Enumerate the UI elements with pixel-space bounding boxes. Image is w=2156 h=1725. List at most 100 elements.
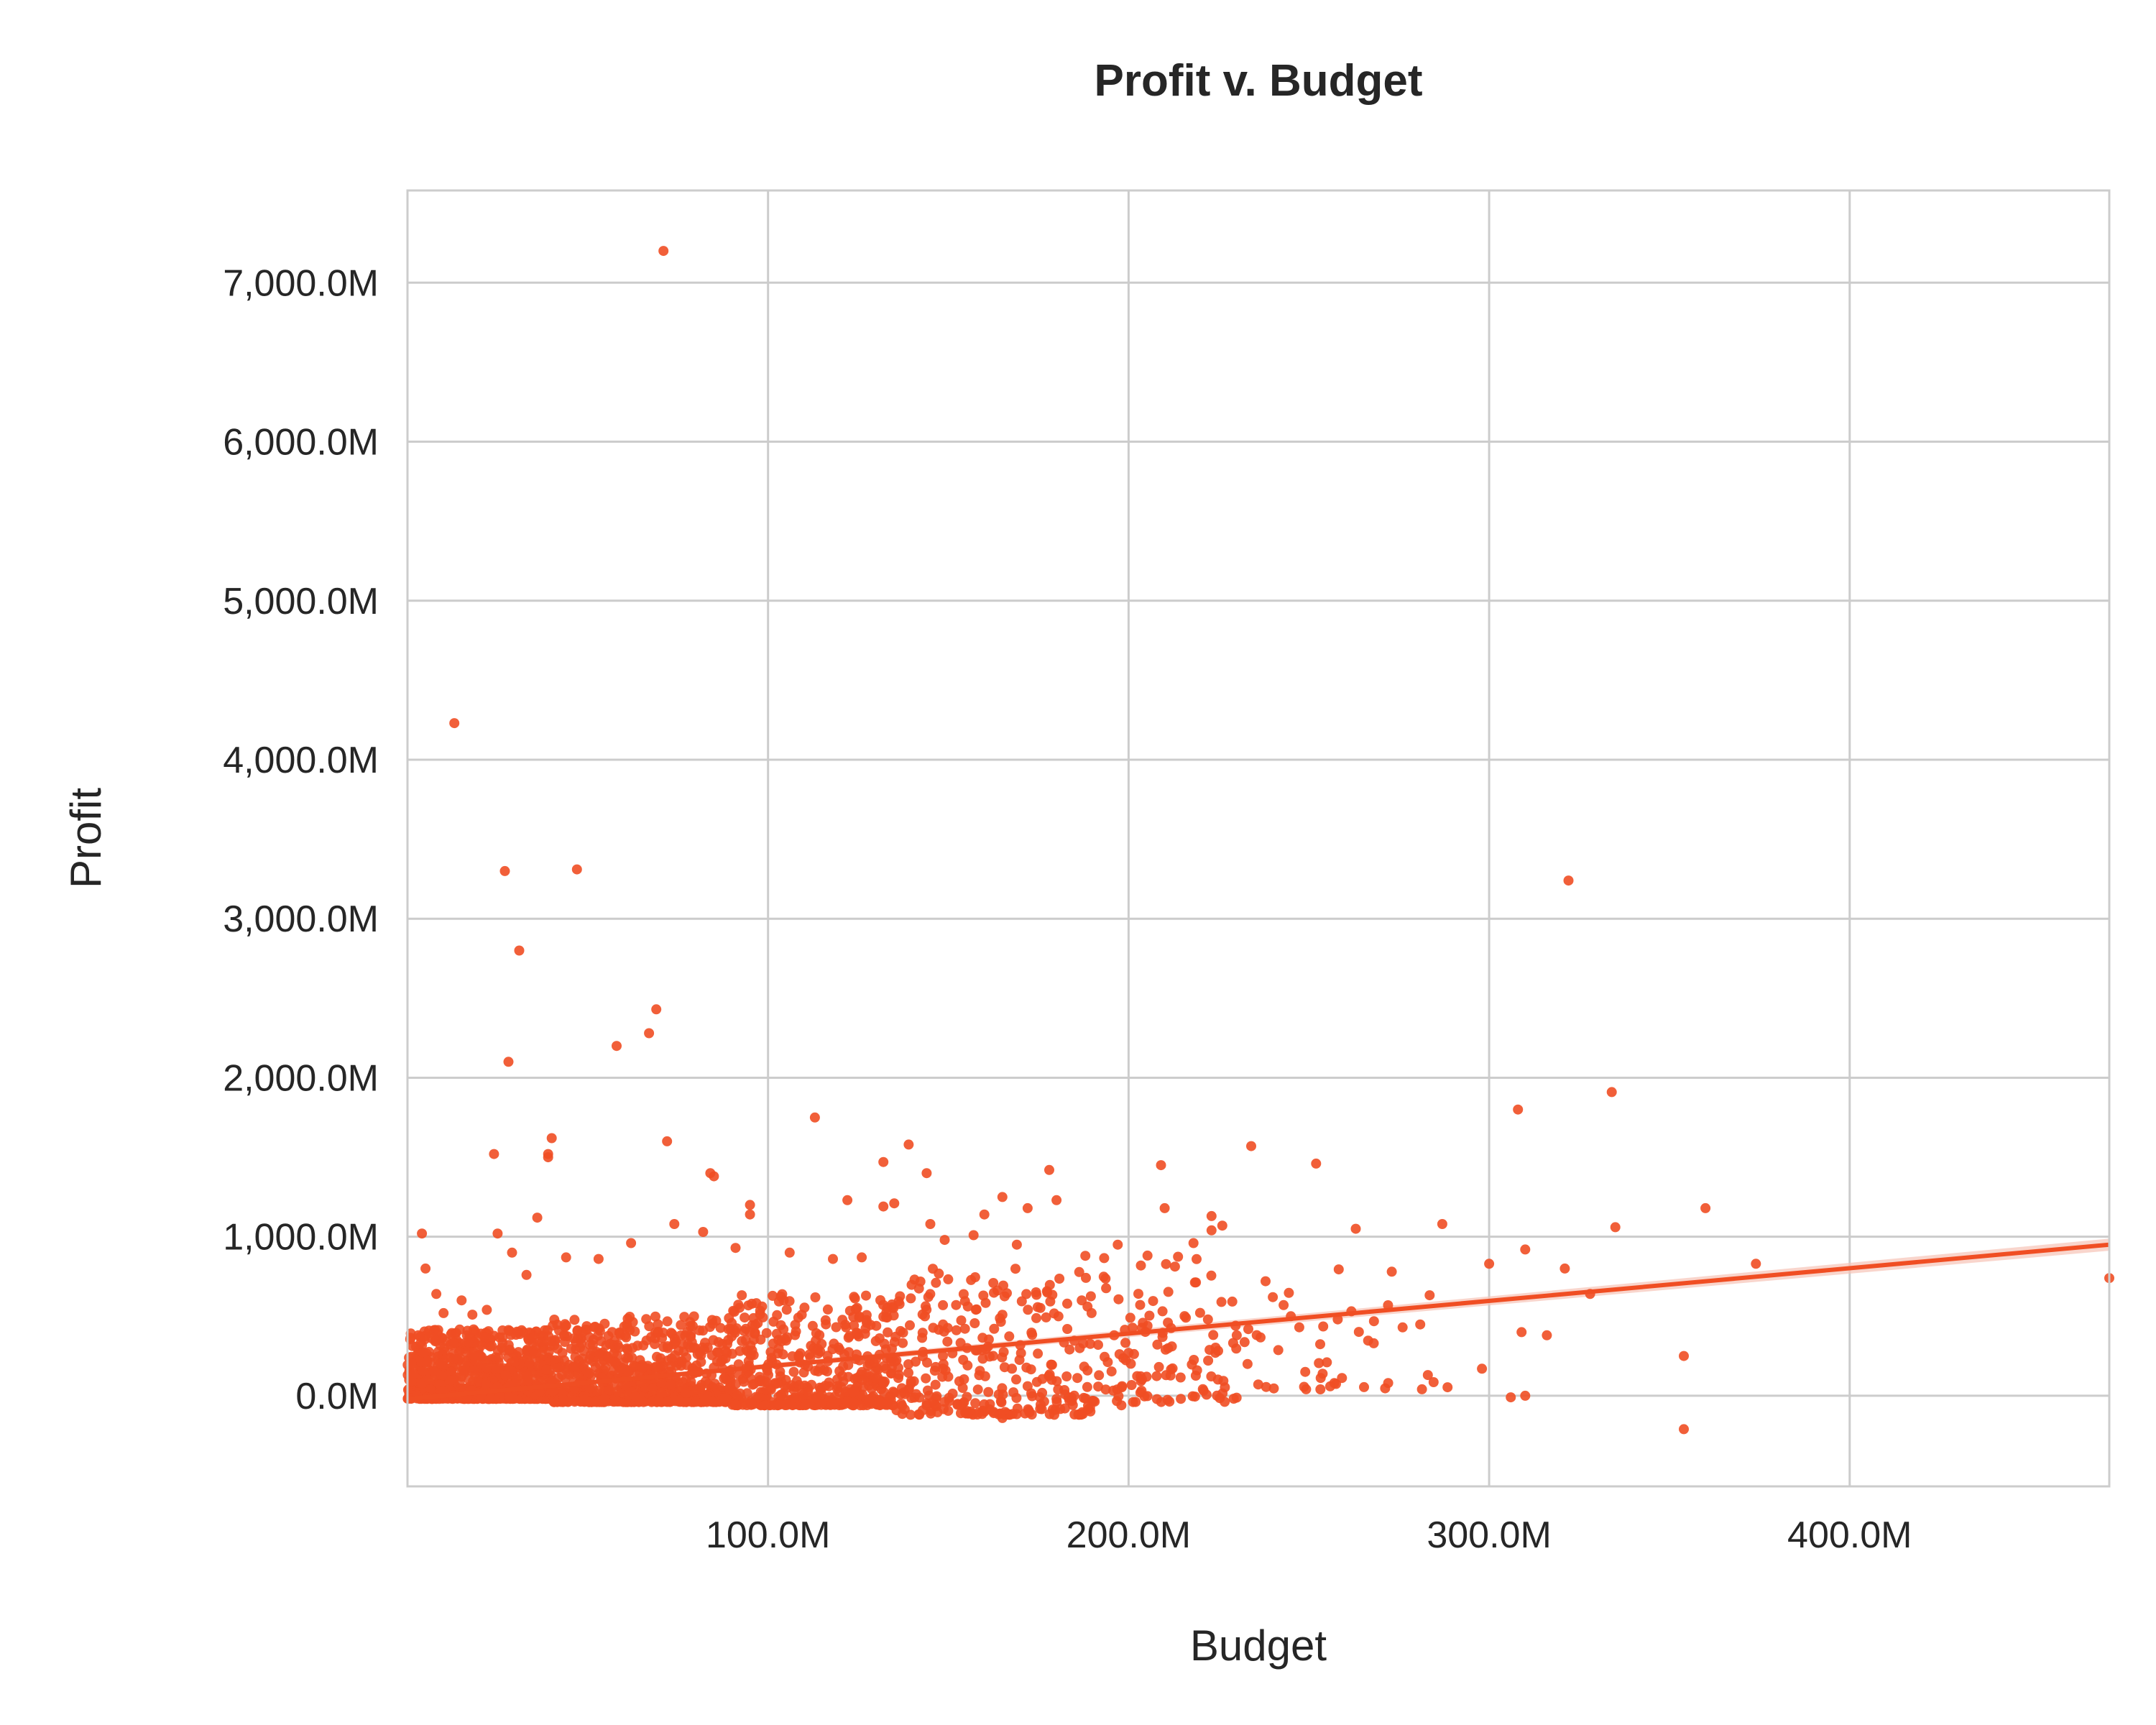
data-point — [431, 1289, 442, 1300]
data-point — [972, 1384, 983, 1395]
data-point — [921, 1168, 932, 1179]
data-point — [843, 1371, 854, 1382]
data-point — [625, 1312, 635, 1322]
data-point — [1031, 1312, 1041, 1323]
data-point — [456, 1295, 467, 1306]
data-point — [1044, 1164, 1054, 1175]
data-point — [479, 1332, 489, 1342]
data-point — [890, 1356, 900, 1367]
data-point — [803, 1386, 814, 1397]
data-point — [602, 1352, 613, 1363]
data-point — [765, 1347, 776, 1358]
data-point — [584, 1368, 595, 1379]
data-point — [646, 1332, 656, 1343]
data-point — [778, 1349, 788, 1360]
data-point — [1106, 1366, 1117, 1377]
data-point — [875, 1397, 885, 1407]
data-point — [698, 1227, 709, 1237]
data-point — [757, 1312, 768, 1322]
data-point — [469, 1324, 479, 1335]
x-axis-label: Budget — [1190, 1622, 1327, 1670]
data-point — [1300, 1366, 1311, 1377]
data-point — [561, 1252, 571, 1263]
data-point — [425, 1384, 436, 1395]
data-point — [723, 1335, 734, 1346]
data-point — [849, 1292, 860, 1302]
data-point — [482, 1305, 492, 1315]
data-point — [1125, 1312, 1135, 1323]
data-point — [1161, 1259, 1171, 1269]
data-point — [1215, 1393, 1225, 1404]
data-point — [550, 1336, 561, 1346]
data-point — [1679, 1424, 1689, 1435]
data-point — [905, 1320, 915, 1330]
data-point — [418, 1347, 428, 1358]
data-point — [988, 1278, 999, 1288]
data-point — [1133, 1289, 1143, 1300]
data-point — [644, 1321, 655, 1332]
data-point — [1159, 1202, 1170, 1213]
data-point — [1242, 1358, 1253, 1369]
data-point — [988, 1408, 999, 1419]
data-point — [681, 1387, 691, 1398]
data-point — [1117, 1382, 1127, 1393]
data-point — [448, 1354, 459, 1365]
data-point — [1046, 1374, 1057, 1385]
data-point — [814, 1382, 825, 1393]
data-point — [676, 1356, 687, 1366]
data-point — [1279, 1300, 1289, 1310]
data-point — [568, 1333, 579, 1344]
data-point — [1010, 1264, 1021, 1274]
data-point — [593, 1254, 604, 1264]
data-point — [1397, 1322, 1408, 1333]
data-point — [957, 1399, 968, 1409]
data-point — [1197, 1384, 1208, 1394]
data-point — [1044, 1279, 1055, 1290]
data-point — [1212, 1374, 1223, 1385]
data-point — [1049, 1409, 1059, 1420]
data-point — [1484, 1259, 1495, 1269]
data-point — [727, 1348, 737, 1359]
data-point — [804, 1349, 815, 1360]
data-point — [1016, 1296, 1027, 1307]
data-point — [849, 1386, 860, 1397]
data-point — [900, 1389, 911, 1399]
data-point — [637, 1363, 648, 1373]
data-point — [423, 1374, 434, 1385]
data-point — [921, 1373, 931, 1384]
data-point — [878, 1300, 888, 1310]
x-tick-label: 300.0M — [1427, 1514, 1551, 1556]
data-point — [1060, 1389, 1071, 1400]
data-point — [507, 1247, 517, 1258]
data-point — [707, 1318, 718, 1329]
data-point — [1011, 1239, 1022, 1250]
plot-frame — [406, 189, 2111, 1488]
regression-line — [407, 1242, 2110, 1402]
data-point — [983, 1386, 994, 1397]
data-point — [1082, 1365, 1093, 1376]
data-point — [903, 1359, 913, 1370]
data-point — [662, 1136, 673, 1146]
data-point — [1116, 1400, 1127, 1411]
data-point — [729, 1307, 740, 1317]
data-point — [417, 1228, 428, 1239]
data-point — [885, 1392, 895, 1402]
data-point — [761, 1328, 772, 1338]
data-point — [1125, 1358, 1136, 1369]
data-point — [1072, 1373, 1083, 1384]
data-point — [857, 1389, 868, 1400]
data-point — [1679, 1351, 1689, 1361]
data-point — [1128, 1397, 1138, 1407]
x-tick-label: 100.0M — [706, 1514, 830, 1556]
data-point — [811, 1393, 821, 1404]
data-point — [1350, 1223, 1361, 1234]
data-point — [978, 1290, 989, 1301]
data-point — [584, 1383, 595, 1394]
data-point — [880, 1344, 891, 1355]
data-point — [415, 1356, 425, 1367]
data-point — [1156, 1160, 1166, 1171]
data-point — [1157, 1306, 1168, 1317]
data-point — [1045, 1296, 1056, 1307]
data-point — [1101, 1283, 1112, 1294]
data-point — [514, 945, 525, 956]
